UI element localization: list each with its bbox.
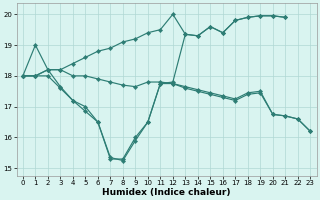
X-axis label: Humidex (Indice chaleur): Humidex (Indice chaleur)	[102, 188, 231, 197]
